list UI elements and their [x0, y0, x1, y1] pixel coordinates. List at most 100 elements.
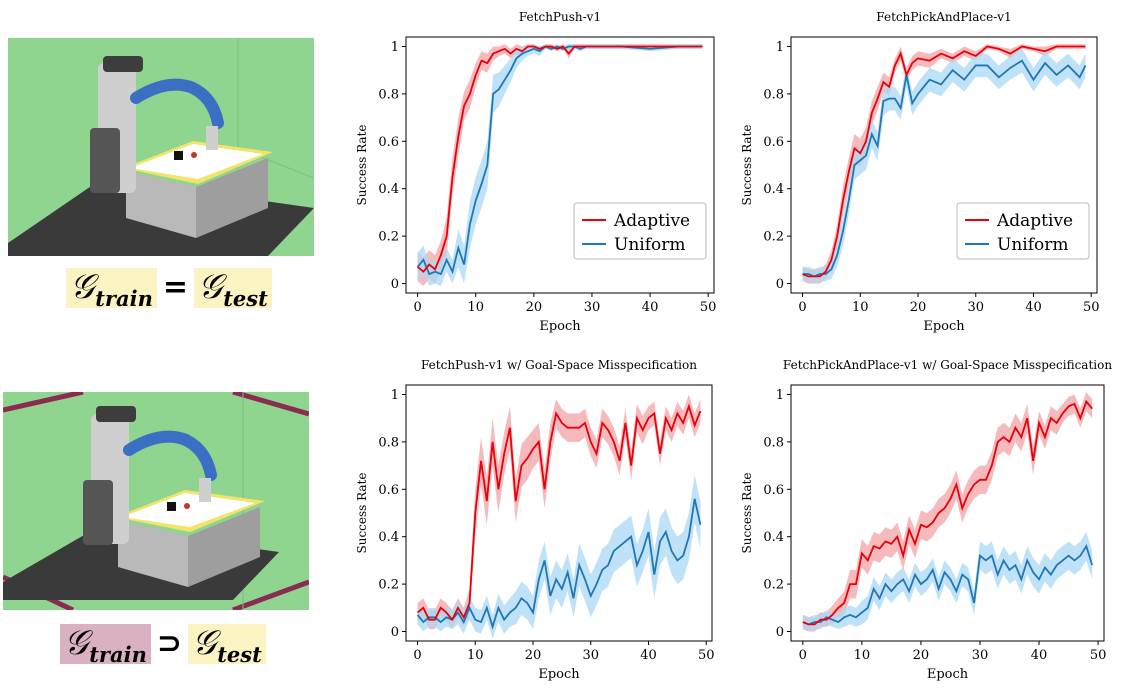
subscript-test: test: [217, 642, 262, 667]
x-tick-label: 10: [467, 300, 484, 315]
g-glyph: 𝒢: [64, 623, 89, 663]
y-tick-label: 0.6: [378, 135, 399, 150]
y-tick-label: 0.8: [763, 87, 784, 102]
y-tick-label: 0.2: [763, 578, 784, 593]
chart-fetchpickandplace: FetchPickAndPlace-v1 0 10 20 30 40 50 0 0.2 0.4 0.…: [740, 10, 1100, 334]
x-tick-label: 30: [967, 300, 984, 315]
x-tick-label: 20: [910, 300, 927, 315]
y-tick-label: 1: [391, 388, 399, 403]
y-tick-label: 0.2: [378, 230, 399, 245]
x-tick-label: 10: [852, 300, 869, 315]
legend-label-adaptive: Adaptive: [996, 211, 1073, 231]
x-tick-label: 0: [413, 300, 421, 315]
legend-box: [956, 202, 1090, 260]
series-band-adaptive: [802, 392, 1093, 632]
x-tick-label: 50: [700, 300, 717, 315]
y-tick-label: 0.2: [763, 230, 784, 245]
y-tick-label: 0.4: [378, 530, 399, 545]
equals-operator: =: [162, 270, 188, 305]
y-axis-label: Success Rate: [355, 124, 369, 205]
series-line-uniform: [802, 59, 1087, 278]
y-tick-label: 0.4: [763, 530, 784, 545]
subscript-test: test: [223, 286, 268, 311]
supset-operator: ⊃: [156, 626, 182, 661]
y-tick-label: 1: [776, 40, 784, 55]
subscript-train: train: [95, 286, 153, 311]
x-tick-label: 0: [413, 648, 421, 663]
chart-fetchpush-misspec: FetchPush-v1 w/ Goal-Space Misspecificat…: [355, 358, 714, 682]
y-tick-label: 0.6: [763, 483, 784, 498]
chart-title: FetchPickAndPlace-v1: [876, 10, 1011, 24]
y-tick-label: 0: [776, 625, 784, 640]
x-tick-label: 40: [1025, 300, 1042, 315]
plot-frame: [405, 36, 715, 294]
y-tick-label: 0.2: [378, 578, 399, 593]
series-band-uniform: [802, 48, 1086, 284]
y-tick-label: 0.6: [763, 135, 784, 150]
series-line-adaptive: [802, 399, 1093, 626]
y-axis-label: Success Rate: [740, 124, 754, 205]
x-tick-label: 20: [526, 300, 543, 315]
x-tick-label: 50: [1090, 648, 1107, 663]
x-axis-label: Epoch: [927, 667, 969, 682]
x-tick-label: 40: [640, 648, 657, 663]
x-tick-label: 20: [525, 648, 542, 663]
x-tick-label: 10: [854, 648, 871, 663]
y-tick-label: 0.6: [378, 483, 399, 498]
y-tick-label: 0: [391, 625, 399, 640]
series-line-uniform: [416, 498, 702, 630]
x-tick-label: 0: [798, 300, 806, 315]
chart-title: FetchPush-v1: [519, 10, 601, 24]
series-line-uniform: [416, 45, 703, 276]
y-tick-label: 0.8: [378, 435, 399, 450]
y-tick-label: 1: [776, 388, 784, 403]
x-axis-label: Epoch: [923, 319, 965, 334]
y-axis-label: Success Rate: [740, 472, 754, 553]
x-tick-label: 30: [972, 648, 989, 663]
chart-title: FetchPickAndPlace-v1 w/ Goal-Space Missp…: [783, 358, 1112, 372]
y-tick-label: 0.4: [378, 182, 399, 197]
x-axis-label: Epoch: [539, 319, 581, 334]
legend-box: [573, 202, 707, 260]
x-tick-label: 40: [1031, 648, 1048, 663]
series-line-adaptive: [416, 403, 702, 622]
x-tick-label: 0: [799, 648, 807, 663]
y-tick-label: 0.8: [763, 435, 784, 450]
g-glyph: 𝒢: [197, 267, 223, 307]
series-line-adaptive: [802, 45, 1086, 278]
y-tick-label: 0.4: [763, 182, 784, 197]
x-tick-label: 40: [642, 300, 659, 315]
chart-fetchpickandplace-misspec: FetchPickAndPlace-v1 w/ Goal-Space Missp…: [740, 358, 1112, 682]
plot-frame: [790, 384, 1105, 642]
legend-label-uniform: Uniform: [614, 235, 686, 255]
x-axis-label: Epoch: [538, 667, 580, 682]
y-tick-label: 0: [776, 277, 784, 292]
legend-label-uniform: Uniform: [997, 235, 1069, 255]
chart-fetchpush: FetchPush-v1 0 10 20 30 40 50 0 0.2 0.4 0.6 0.8 1 Epo…: [355, 10, 717, 334]
y-tick-label: 0: [391, 277, 399, 292]
x-tick-label: 50: [1083, 300, 1100, 315]
plot-frame: [405, 384, 713, 642]
x-tick-label: 20: [913, 648, 930, 663]
plot-frame: [790, 36, 1098, 294]
series-line-uniform: [802, 544, 1094, 626]
y-tick-label: 0.8: [378, 87, 399, 102]
x-tick-label: 10: [467, 648, 484, 663]
legend-label-adaptive: Adaptive: [613, 211, 690, 231]
subscript-train: train: [89, 642, 147, 667]
series-band-uniform: [802, 531, 1093, 632]
y-tick-label: 1: [391, 40, 399, 55]
g-glyph: 𝒢: [191, 623, 217, 663]
x-tick-label: 30: [584, 300, 601, 315]
g-glyph: 𝒢: [70, 267, 95, 307]
chart-title: FetchPush-v1 w/ Goal-Space Misspecificat…: [421, 358, 697, 372]
series-band-uniform: [417, 475, 701, 639]
y-axis-label: Success Rate: [355, 472, 369, 553]
x-tick-label: 30: [582, 648, 599, 663]
